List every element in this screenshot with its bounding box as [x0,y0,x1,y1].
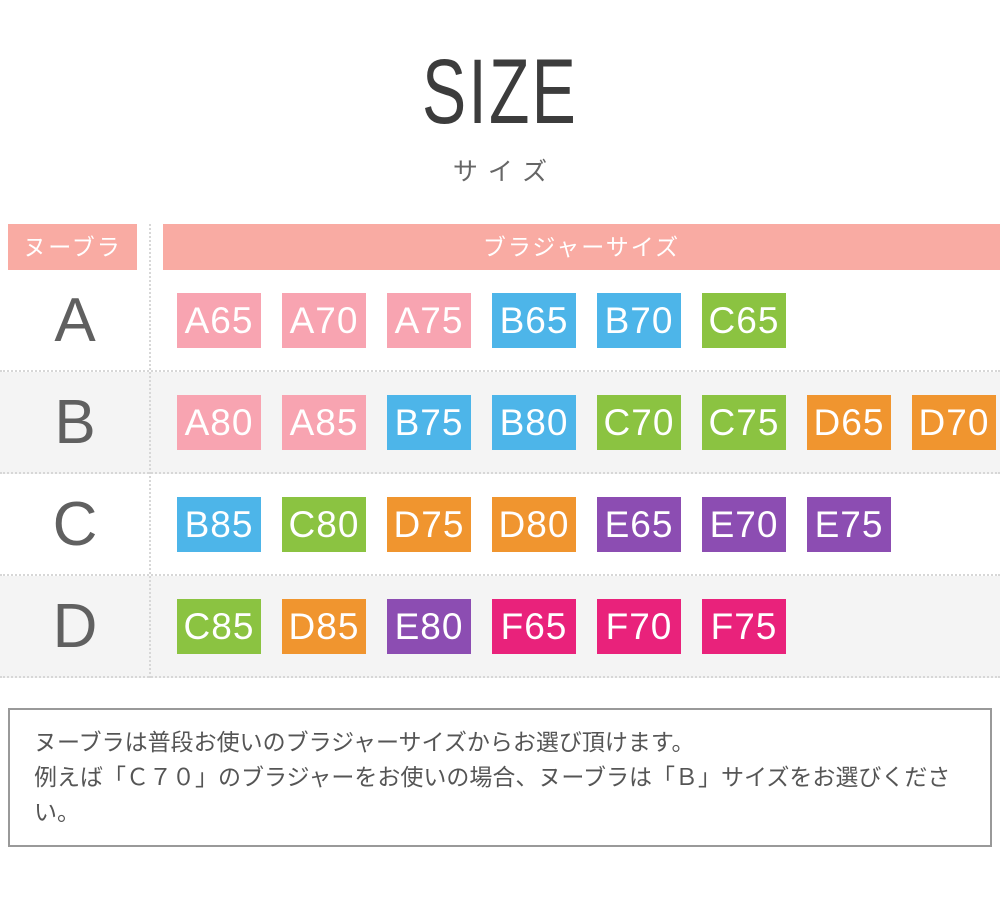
note-line-2: 例えば「Ｃ７０」のブラジャーをお使いの場合、ヌーブラは「Ｂ」サイズをお選びくださ… [34,764,951,825]
bra-size-chip: C80 [282,496,366,552]
bra-size-chip: B65 [492,292,576,348]
bra-size-chip: F65 [492,598,576,654]
nubra-size-label: A [54,285,96,355]
bra-size-chip: E80 [387,598,471,654]
bra-size-chip: A85 [282,394,366,450]
bra-size-chip: C75 [702,394,786,450]
nubra-size-label: D [52,591,98,661]
bra-size-chip: A65 [177,292,261,348]
size-row-A: A A65 A70 A75 B65 B70 C65 [0,270,1000,372]
column-divider [149,224,151,678]
table-header-row: ヌーブラ ブラジャーサイズ [0,224,1000,270]
page-subtitle: サイズ [452,158,558,186]
size-row-D: D C85 D85 E80 F65 F70 F75 [0,576,1000,678]
bra-size-chip: C65 [702,292,786,348]
bra-size-chip: B85 [177,496,261,552]
nubra-size-label: B [54,387,96,457]
page-title: SIZE [422,41,578,143]
bra-size-chip: E65 [597,496,681,552]
bra-size-chip: F70 [597,598,681,654]
bra-size-chip: B80 [492,394,576,450]
header-cell-nubra: ヌーブラ [8,224,137,270]
bra-size-chip: D85 [282,598,366,654]
bra-size-chip: B70 [597,292,681,348]
bra-size-chip: C70 [597,394,681,450]
note-line-1: ヌーブラは普段お使いのブラジャーサイズからお選び頂けます。 [34,729,695,755]
bra-size-chip: F75 [702,598,786,654]
chip-strip: C85 D85 E80 F65 F70 F75 [177,598,786,654]
bra-size-chip: D75 [387,496,471,552]
bra-size-chip: D65 [807,394,891,450]
chip-strip: B85 C80 D75 D80 E65 E70 E75 [177,496,891,552]
table-body: A A65 A70 A75 B65 B70 C65 B A80 A85 B75 B80 C70 C75 D6… [0,270,1000,678]
bra-size-chip: A75 [387,292,471,348]
chip-strip: A80 A85 B75 B80 C70 C75 D65 D70 [177,394,996,450]
bra-size-chip: E70 [702,496,786,552]
bra-size-chip: D80 [492,496,576,552]
bra-size-chip: A80 [177,394,261,450]
note-box: ヌーブラは普段お使いのブラジャーサイズからお選び頂けます。 例えば「Ｃ７０」のブ… [8,708,992,847]
header-cell-bra-size: ブラジャーサイズ [163,224,1000,270]
bra-size-chip: C85 [177,598,261,654]
size-table: ヌーブラ ブラジャーサイズ A A65 A70 A75 B65 B70 C65 B A80 A85… [0,224,1000,678]
chip-strip: A65 A70 A75 B65 B70 C65 [177,292,786,348]
bra-size-chip: D70 [912,394,996,450]
bra-size-chip: E75 [807,496,891,552]
bra-size-chip: B75 [387,394,471,450]
nubra-size-label: C [52,489,98,559]
size-chart-page: SIZE サイズ ヌーブラ ブラジャーサイズ A A65 A70 A75 B65 B70 C… [0,46,1000,847]
size-row-C: C B85 C80 D75 D80 E65 E70 E75 [0,474,1000,576]
size-row-B: B A80 A85 B75 B80 C70 C75 D65 D70 [0,372,1000,474]
bra-size-chip: A70 [282,292,366,348]
